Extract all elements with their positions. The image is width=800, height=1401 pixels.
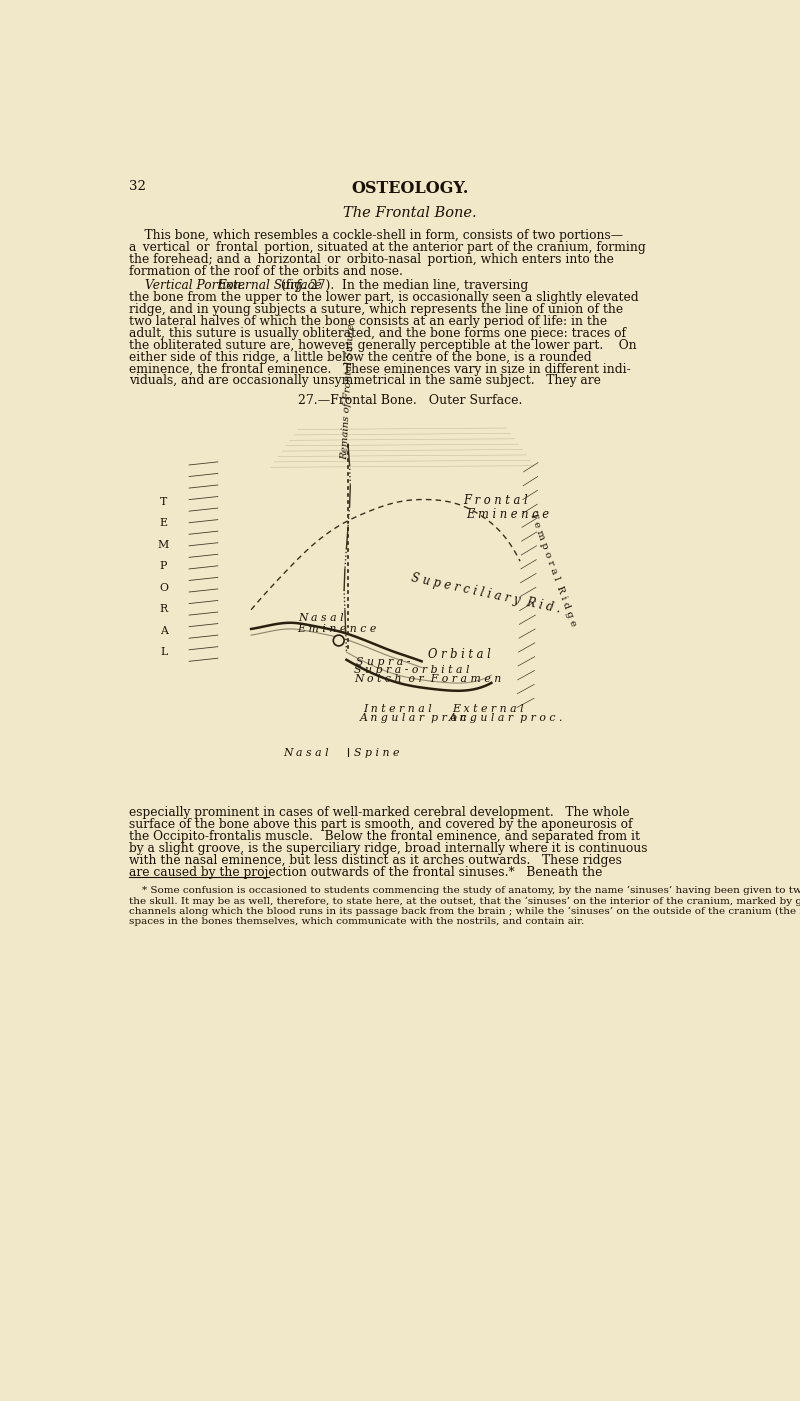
Text: are caused by the projection outwards of the frontal sinuses.*   Beneath the: are caused by the projection outwards of… — [130, 866, 603, 878]
Text: the Occipito-frontalis muscle.   Below the frontal eminence, and separated from : the Occipito-frontalis muscle. Below the… — [130, 829, 641, 843]
Text: S u p e r c i l i a r y  R i d .: S u p e r c i l i a r y R i d . — [410, 572, 562, 616]
Text: N a s a l: N a s a l — [283, 748, 329, 758]
Text: E m i n e n c e: E m i n e n c e — [297, 623, 376, 633]
Text: two lateral halves of which the bone consists at an early period of life: in the: two lateral halves of which the bone con… — [130, 315, 607, 328]
Text: with the nasal eminence, but less distinct as it arches outwards.   These ridges: with the nasal eminence, but less distin… — [130, 853, 622, 867]
Text: S p i n e: S p i n e — [354, 748, 399, 758]
Text: eminence, the frontal eminence.   These eminences vary in size in different indi: eminence, the frontal eminence. These em… — [130, 363, 631, 375]
Text: A n g u l a r  p r o c .: A n g u l a r p r o c . — [360, 713, 474, 723]
Text: the bone from the upper to the lower part, is occasionally seen a slightly eleva: the bone from the upper to the lower par… — [130, 291, 639, 304]
Text: especially prominent in cases of well-marked cerebral development.   The whole: especially prominent in cases of well-ma… — [130, 806, 630, 820]
Text: formation of the roof of the orbits and nose.: formation of the roof of the orbits and … — [130, 265, 403, 277]
Text: N o t c h  o r  F o r a m e n: N o t c h o r F o r a m e n — [354, 674, 502, 685]
Text: R: R — [159, 604, 168, 614]
Text: Vertical Portion.: Vertical Portion. — [145, 279, 246, 291]
Text: L: L — [160, 647, 167, 657]
Text: O: O — [159, 583, 168, 593]
Text: I n t e r n a l: I n t e r n a l — [363, 703, 432, 713]
Text: surface of the bone above this part is smooth, and covered by the aponeurosis of: surface of the bone above this part is s… — [130, 818, 633, 831]
Text: E x t e r n a l: E x t e r n a l — [452, 703, 523, 713]
Text: 27.—Frontal Bone.   Outer Surface.: 27.—Frontal Bone. Outer Surface. — [298, 394, 522, 408]
Text: A n g u l a r  p r o c .: A n g u l a r p r o c . — [449, 713, 563, 723]
Text: 32: 32 — [130, 181, 146, 193]
Text: adult, this suture is usually obliterated, and the bone forms one piece: traces : adult, this suture is usually obliterate… — [130, 326, 626, 339]
Text: N a s a l: N a s a l — [298, 612, 344, 623]
Text: ridge, and in young subjects a suture, which represents the line of union of the: ridge, and in young subjects a suture, w… — [130, 303, 623, 315]
Text: This bone, which resembles a cockle-shell in form, consists of two portions—: This bone, which resembles a cockle-shel… — [130, 228, 623, 242]
Text: the forehead; and a  horizontal  or  orbito-nasal  portion, which enters into th: the forehead; and a horizontal or orbito… — [130, 252, 614, 266]
Text: E m i n e n c e: E m i n e n c e — [466, 509, 549, 521]
Text: O r b i t a l: O r b i t a l — [428, 649, 490, 661]
Text: E: E — [159, 518, 167, 528]
Text: either side of this ridge, a little below the centre of the bone, is a rounded: either side of this ridge, a little belo… — [130, 350, 592, 364]
Text: * Some confusion is occasioned to students commencing the study of anatomy, by t: * Some confusion is occasioned to studen… — [130, 887, 800, 895]
Text: F r o n t a l: F r o n t a l — [462, 495, 527, 507]
Text: viduals, and are occasionally unsymmetrical in the same subject.   They are: viduals, and are occasionally unsymmetri… — [130, 374, 602, 388]
Text: S u p r a - o r b i t a l: S u p r a - o r b i t a l — [354, 665, 470, 675]
Text: S u p r a -: S u p r a - — [356, 657, 410, 667]
Text: the skull. It may be as well, therefore, to state here, at the outset, that the : the skull. It may be as well, therefore,… — [130, 897, 800, 906]
Text: channels along which the blood runs in its passage back from the brain ; while t: channels along which the blood runs in i… — [130, 906, 800, 916]
Text: T e m p o r a l  R i d g e: T e m p o r a l R i d g e — [528, 510, 578, 628]
Text: The Frontal Bone.: The Frontal Bone. — [343, 206, 477, 220]
Circle shape — [334, 635, 344, 646]
Text: External Surface: External Surface — [217, 279, 322, 291]
Text: M: M — [158, 539, 169, 549]
Text: Remains of Frontal Suture: Remains of Frontal Suture — [340, 322, 356, 460]
Text: the obliterated suture are, however, generally perceptible at the lower part.   : the obliterated suture are, however, gen… — [130, 339, 637, 352]
Text: T: T — [160, 496, 167, 507]
Text: (fig. 27).  In the median line, traversing: (fig. 27). In the median line, traversin… — [277, 279, 528, 291]
Text: P: P — [160, 562, 167, 572]
Text: A: A — [160, 626, 167, 636]
Text: by a slight groove, is the superciliary ridge, broad internally where it is cont: by a slight groove, is the superciliary … — [130, 842, 648, 855]
Text: a  vertical  or  frontal  portion, situated at the anterior part of the cranium,: a vertical or frontal portion, situated … — [130, 241, 646, 254]
Text: spaces in the bones themselves, which communicate with the nostrils, and contain: spaces in the bones themselves, which co… — [130, 918, 585, 926]
Text: OSTEOLOGY.: OSTEOLOGY. — [351, 181, 469, 198]
